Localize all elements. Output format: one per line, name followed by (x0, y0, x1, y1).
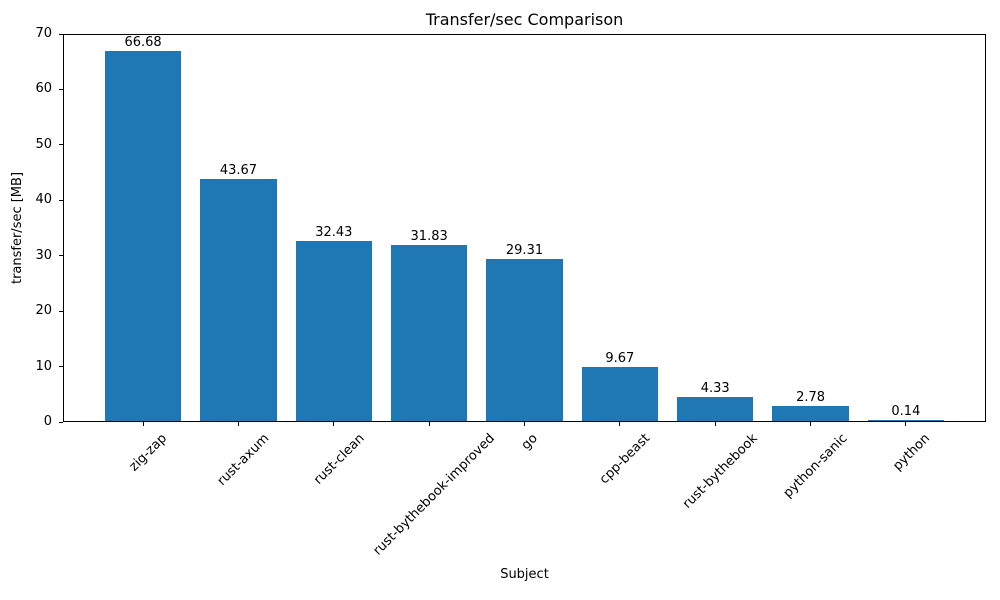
x-tick-label: rust-clean (310, 431, 368, 488)
x-tick-label: rust-bythebook (680, 431, 761, 512)
x-tick-mark (333, 422, 335, 426)
bar-value-label: 29.31 (505, 242, 544, 258)
y-tick-mark (59, 199, 63, 201)
x-tick-mark (524, 422, 525, 426)
y-tick-mark (59, 310, 63, 312)
y-tick-mark (59, 33, 63, 35)
bar (581, 367, 658, 421)
bar-value-label: 32.43 (315, 225, 353, 241)
bar (391, 244, 468, 421)
x-axis-label: Subject (500, 567, 549, 582)
x-tick-mark (714, 422, 716, 426)
y-tick-label: 70 (35, 26, 52, 41)
bar-value-label: 43.67 (219, 162, 258, 178)
y-tick-label: 20 (35, 303, 52, 319)
x-tick-label: zig-zap (126, 431, 171, 475)
y-tick-label: 40 (35, 192, 52, 208)
y-tick-mark (59, 144, 63, 146)
bar (677, 397, 754, 421)
x-tick-label: go (518, 431, 541, 454)
y-tick-mark (59, 421, 63, 423)
bar-value-label: 0.14 (891, 404, 921, 419)
x-tick-label: cpp-beast (597, 431, 654, 488)
x-tick-label: rust-bythebook-improved (370, 431, 499, 559)
bar (486, 258, 563, 421)
x-tick-label: python-sanic (780, 431, 851, 501)
y-tick-mark (59, 366, 63, 368)
bar-value-label: 66.68 (124, 35, 162, 51)
x-tick-mark (905, 422, 907, 426)
bar-value-label: 2.78 (796, 389, 826, 405)
y-tick-mark (59, 255, 63, 257)
x-tick-mark (619, 422, 621, 426)
x-tick-label: rust-axum (214, 431, 273, 489)
bar (104, 51, 182, 421)
y-tick-label: 60 (35, 81, 52, 97)
y-tick-label: 10 (35, 358, 52, 374)
x-tick-label: python (890, 431, 933, 474)
x-tick-mark (428, 422, 430, 426)
y-tick-label: 50 (35, 136, 52, 152)
bar-value-label: 9.67 (605, 351, 635, 367)
bar (295, 241, 372, 421)
y-axis-label: transfer/sec [MB] (10, 171, 25, 285)
y-tick-mark (59, 88, 63, 90)
x-tick-mark (237, 422, 239, 426)
y-tick-label: 0 (43, 414, 52, 429)
bar-value-label: 4.33 (700, 380, 730, 396)
x-tick-mark (142, 422, 144, 426)
y-tick-label: 30 (35, 247, 52, 263)
bar-value-label: 31.83 (410, 228, 448, 244)
bar (772, 405, 849, 421)
plot-area (63, 34, 986, 422)
bar (867, 420, 945, 421)
bar (200, 178, 277, 421)
chart-title: Transfer/sec Comparison (425, 10, 624, 29)
x-tick-mark (810, 422, 812, 426)
